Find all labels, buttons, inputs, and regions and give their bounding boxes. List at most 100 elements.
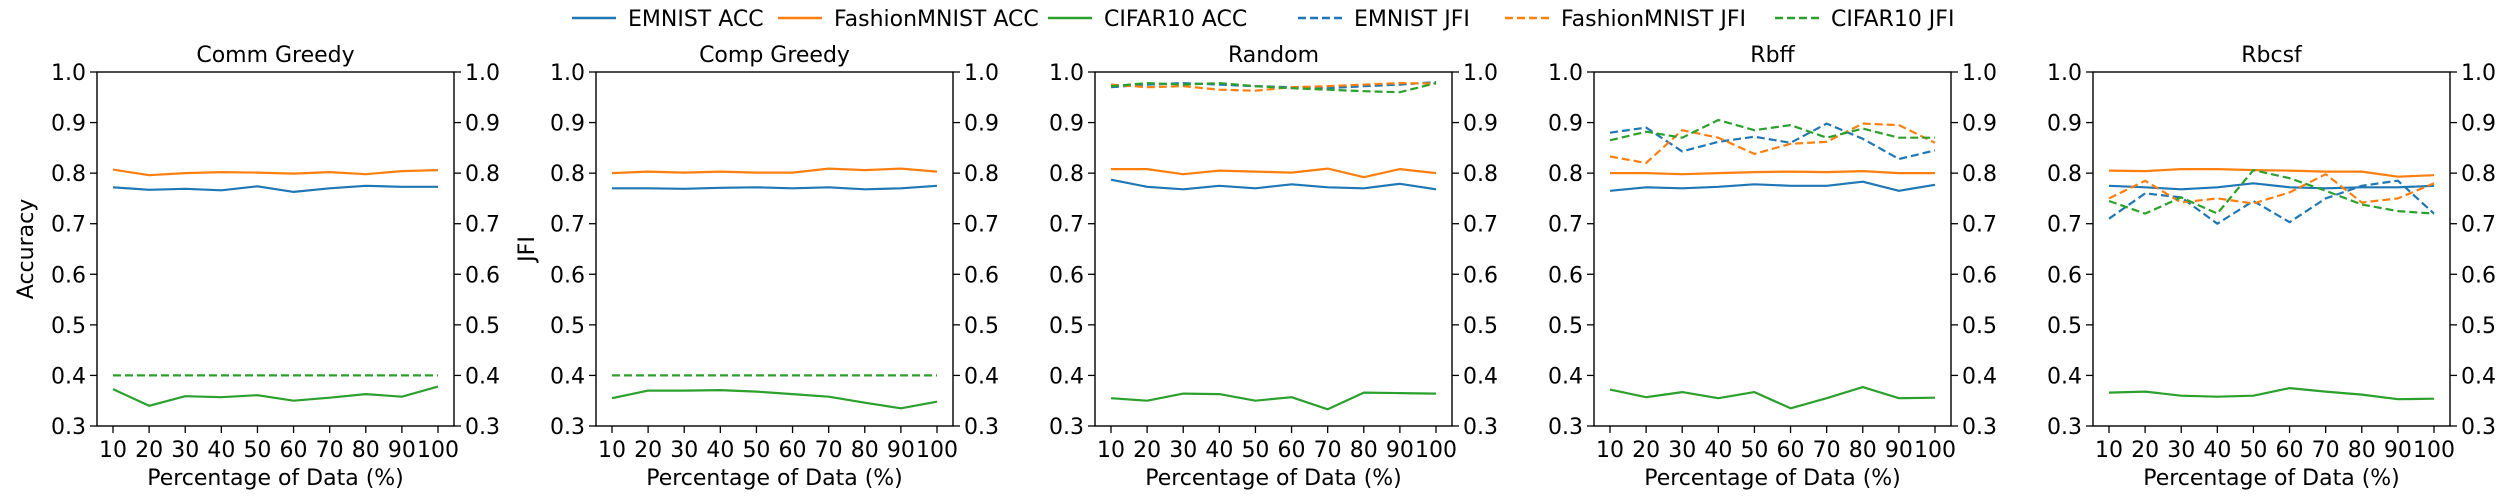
legend-item-cifar10-acc: CIFAR10 ACC — [1048, 7, 1247, 32]
chart-panel-rbcsf: Rbcsf 0.3 0.3 0.4 0.4 0.5 0.5 0.6 0.6 0.7 0.7 0.8 0.… — [2047, 43, 2496, 491]
y-tick-label-right: 0.9 — [465, 112, 500, 137]
panel-title: Comm Greedy — [196, 43, 354, 68]
y-tick-label-right: 0.5 — [1962, 314, 1997, 339]
x-tick-label: 90 — [388, 438, 416, 463]
y-tick-label-left: 0.7 — [550, 213, 585, 238]
x-tick-label: 20 — [1133, 438, 1161, 463]
plot-frame — [1094, 71, 1453, 427]
y-tick-label-left: 0.4 — [2047, 364, 2082, 389]
y-tick-label-left: 0.8 — [550, 162, 585, 187]
y-tick-label-left: 1.0 — [1548, 61, 1583, 86]
x-tick-label: 50 — [243, 438, 271, 463]
x-tick-label: 60 — [2276, 438, 2304, 463]
x-tick-label: 100 — [916, 438, 958, 463]
y-tick-label-right: 0.3 — [1962, 415, 1997, 440]
x-tick-label: 90 — [2384, 438, 2412, 463]
y-tick-label-left: 0.3 — [1548, 415, 1583, 440]
chart-panel-random: Random 0.3 0.3 0.4 0.4 0.5 0.5 0.6 0.6 0.7 0.7 0.8 0… — [1049, 43, 1498, 491]
series-line-fashionmnist-jfi — [1609, 122, 1936, 165]
x-tick-label: 60 — [280, 438, 308, 463]
x-tick-label: 50 — [1241, 438, 1269, 463]
legend-label: FashionMNIST JFI — [1561, 7, 1746, 32]
y-tick-label-right: 0.7 — [2461, 213, 2496, 238]
y-tick-label-right: 0.5 — [964, 314, 999, 339]
y-tick-label-right: 1.0 — [1463, 61, 1498, 86]
x-tick-label: 30 — [171, 438, 199, 463]
series-line-fashionmnist-acc — [1610, 170, 1935, 176]
x-tick-label: 100 — [417, 438, 459, 463]
panel-title: Comp Greedy — [699, 43, 850, 68]
y-tick-label-right: 0.7 — [465, 213, 500, 238]
x-tick-label: 70 — [815, 438, 843, 463]
series-line-emnist-jfi — [2108, 179, 2435, 225]
x-axis-label: Percentage of Data (%) — [2143, 466, 2400, 491]
y-tick-label-right: 0.6 — [1463, 263, 1498, 288]
y-tick-label-right: 0.8 — [2461, 162, 2496, 187]
x-tick-label: 70 — [2312, 438, 2340, 463]
x-tick-label: 100 — [1914, 438, 1956, 463]
plot-frame — [2092, 71, 2451, 427]
x-tick-label: 20 — [135, 438, 163, 463]
x-tick-label: 80 — [1849, 438, 1877, 463]
series-line-fashionmnist-jfi — [2108, 173, 2435, 205]
x-tick-label: 50 — [1740, 438, 1768, 463]
y-tick-label-left: 0.5 — [51, 314, 86, 339]
y-tick-label-left: 0.4 — [51, 364, 86, 389]
y-tick-label-right: 0.8 — [465, 162, 500, 187]
plot-frame — [96, 71, 455, 427]
legend: EMNIST ACC FashionMNIST ACC CIFAR10 ACC EMN… — [572, 7, 1954, 32]
x-tick-label: 30 — [2167, 438, 2195, 463]
legend-item-fashionmnist-jfi: FashionMNIST JFI — [1505, 7, 1746, 32]
y-tick-label-left: 0.9 — [1049, 112, 1084, 137]
y-tick-label-right: 0.4 — [964, 364, 999, 389]
x-tick-label: 80 — [1350, 438, 1378, 463]
series-line-fashionmnist-acc — [611, 167, 938, 175]
y-tick-label-left: 0.9 — [2047, 112, 2082, 137]
x-tick-label: 30 — [670, 438, 698, 463]
y-tick-label-left: 0.5 — [550, 314, 585, 339]
x-tick-label: 90 — [1885, 438, 1913, 463]
y-tick-label-right: 0.8 — [1962, 162, 1997, 187]
series-line-fashionmnist-acc — [2108, 168, 2435, 178]
panel-title: Rbff — [1750, 43, 1795, 68]
x-tick-label: 10 — [1596, 438, 1624, 463]
x-tick-label: 50 — [2239, 438, 2267, 463]
series-line-cifar10-acc — [2108, 387, 2435, 401]
y-tick-label-right: 0.6 — [964, 263, 999, 288]
y-tick-label-left: 0.9 — [1548, 112, 1583, 137]
chart-panel-rbff: Rbff 0.3 0.3 0.4 0.4 0.5 0.5 0.6 0.6 0.7 0.7 0.8 0.8… — [1548, 43, 1997, 491]
panel-title: Rbcsf — [2241, 43, 2303, 68]
series-line-emnist-acc — [612, 184, 938, 191]
legend-label: FashionMNIST ACC — [834, 7, 1039, 32]
x-tick-label: 70 — [1314, 438, 1342, 463]
legend-label: CIFAR10 ACC — [1104, 7, 1247, 32]
y-tick-label-left: 0.5 — [2047, 314, 2082, 339]
legend-item-fashionmnist-acc: FashionMNIST ACC — [778, 7, 1039, 32]
series-line-emnist-acc — [2108, 182, 2435, 191]
series-line-cifar10-jfi — [2108, 169, 2435, 215]
y-tick-label-left: 0.4 — [550, 364, 585, 389]
x-tick-label: 40 — [1205, 438, 1233, 463]
y-tick-label-right: 0.9 — [1962, 112, 1997, 137]
y-tick-label-left: 0.4 — [1049, 364, 1084, 389]
series-line-cifar10-acc — [1609, 386, 1936, 410]
y-tick-label-right: 0.9 — [1463, 112, 1498, 137]
y-tick-label-right: 0.9 — [964, 112, 999, 137]
y-tick-label-right: 0.6 — [1962, 263, 1997, 288]
y-axis-label: Accuracy — [14, 199, 39, 299]
y-tick-label-left: 0.8 — [2047, 162, 2082, 187]
x-tick-label: 70 — [1813, 438, 1841, 463]
series-line-cifar10-jfi — [1609, 118, 1935, 142]
x-tick-label: 30 — [1668, 438, 1696, 463]
series-line-cifar10-jfi — [1110, 81, 1437, 94]
series-line-cifar10-acc — [1110, 391, 1437, 411]
y-tick-label-right: 0.8 — [1463, 162, 1498, 187]
y-tick-label-right: 0.3 — [2461, 415, 2496, 440]
y-tick-label-right: 0.6 — [2461, 263, 2496, 288]
legend-item-emnist-acc: EMNIST ACC — [572, 7, 764, 32]
x-tick-label: 10 — [598, 438, 626, 463]
panel-title: Random — [1228, 43, 1319, 68]
x-tick-label: 40 — [706, 438, 734, 463]
x-axis-label: Percentage of Data (%) — [147, 466, 404, 491]
legend-item-cifar10-jfi: CIFAR10 JFI — [1775, 7, 1954, 32]
